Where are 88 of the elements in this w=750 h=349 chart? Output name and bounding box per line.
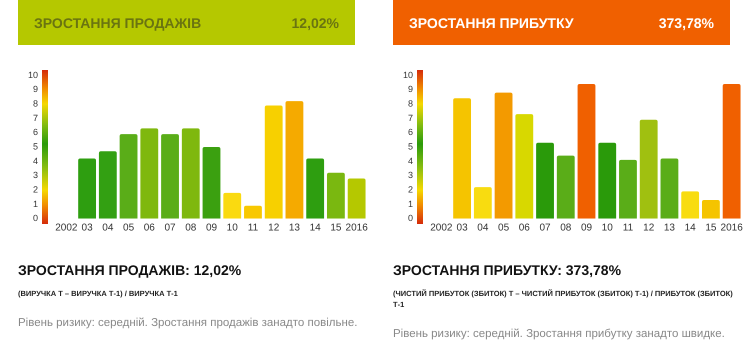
x-tick-label: 12 — [643, 222, 655, 234]
bar — [264, 105, 283, 219]
y-tick-label: 2 — [32, 184, 38, 194]
x-tick-label: 14 — [310, 222, 322, 234]
y-tick-label: 4 — [32, 156, 38, 166]
y-tick-label: 9 — [32, 84, 38, 94]
y-tick-label: 8 — [408, 98, 413, 109]
x-tick-label: 13 — [288, 222, 300, 234]
y-tick-label: 2 — [408, 184, 413, 194]
bar — [286, 101, 304, 219]
bar — [702, 200, 720, 219]
y-tick-label: 7 — [32, 112, 38, 123]
x-tick-label: 13 — [664, 222, 676, 234]
bar — [474, 187, 492, 219]
y-tick-label: 7 — [408, 112, 413, 123]
bar — [182, 128, 200, 219]
x-tick-label: 07 — [164, 222, 176, 234]
x-tick-label: 07 — [539, 222, 552, 234]
text: Рівень ризику: середній. Зростання продажів занадто повільне. — [18, 317, 358, 329]
bar — [494, 92, 512, 219]
y-tick-label: 5 — [32, 141, 38, 152]
y-tick-label: 1 — [32, 198, 38, 209]
x-tick-label: 04 — [477, 222, 489, 234]
x-tick-label: 15 — [330, 222, 342, 234]
text: ЗРОСТАННЯ ПРОДАЖІВ: 12,02% — [18, 262, 242, 278]
x-tick-label: 04 — [102, 222, 114, 234]
x-tick-label: 05 — [498, 222, 510, 234]
bar — [681, 191, 700, 219]
bar — [515, 114, 534, 219]
bar — [98, 151, 117, 219]
x-tick-label: 15 — [705, 222, 717, 234]
x-tick-label: 09 — [206, 222, 218, 234]
x-tick-label: 06 — [518, 222, 530, 234]
bar — [120, 134, 138, 219]
bar — [78, 158, 96, 219]
x-tick-label: 05 — [123, 222, 135, 234]
x-tick-label: 2002 — [55, 222, 78, 234]
y-tick-label: 10 — [28, 70, 38, 80]
bar — [161, 134, 179, 219]
bar — [326, 172, 345, 219]
text: Рівень ризику: середній. Зростання прибутку занадто швидке. — [393, 328, 725, 340]
bar — [244, 206, 262, 219]
y-tick-label: 6 — [32, 127, 38, 138]
y-tick-label: 10 — [402, 70, 413, 80]
bar — [619, 160, 637, 219]
bar — [640, 120, 658, 219]
bar — [202, 147, 220, 219]
x-tick-label: 2002 — [430, 222, 453, 234]
x-tick-label: 06 — [144, 222, 156, 234]
x-tick-label: 11 — [622, 222, 634, 234]
bar — [306, 158, 324, 219]
bar — [598, 142, 616, 219]
text: ЗРОСТАННЯ ПРИБУТКУ: 373,78% — [393, 262, 622, 278]
y-tick-label: 0 — [408, 213, 413, 224]
x-tick-label: 03 — [456, 222, 468, 234]
y-tick-label: 5 — [408, 141, 413, 152]
x-tick-label: 10 — [602, 222, 614, 234]
x-tick-label: 10 — [226, 222, 238, 234]
bar — [660, 158, 678, 219]
x-tick-label: 14 — [684, 222, 696, 234]
bar — [453, 98, 472, 219]
text: 12,02% — [292, 14, 339, 30]
y-tick-label: 8 — [32, 98, 38, 109]
y-tick-label: 3 — [408, 170, 413, 180]
y-tick-label: 9 — [408, 84, 413, 94]
bar — [536, 142, 554, 219]
x-tick-label: 2016 — [346, 222, 368, 234]
y-tick-label: 1 — [408, 198, 413, 209]
bar — [140, 128, 158, 219]
chart-title: ЗРОСТАННЯ ПРИБУТКУ — [409, 14, 574, 30]
y-tick-label: 6 — [408, 127, 413, 138]
bar — [722, 84, 741, 219]
x-tick-label: 12 — [268, 222, 280, 234]
x-tick-label: 2016 — [720, 222, 744, 234]
bar — [223, 192, 242, 219]
bar — [578, 84, 596, 219]
x-tick-label: 08 — [185, 222, 197, 234]
x-tick-label: 09 — [580, 222, 592, 234]
x-tick-label: 03 — [82, 222, 94, 234]
chart-title: ЗРОСТАННЯ ПРОДАЖІВ — [34, 14, 202, 30]
y-tick-label: 0 — [32, 213, 38, 224]
y-tick-label: 4 — [408, 156, 413, 166]
y-tick-label: 3 — [32, 170, 38, 180]
x-tick-label: 11 — [248, 222, 259, 234]
text: 373,78% — [658, 14, 714, 30]
bar — [556, 156, 575, 219]
bar — [348, 178, 366, 219]
x-tick-label: 08 — [560, 222, 572, 234]
